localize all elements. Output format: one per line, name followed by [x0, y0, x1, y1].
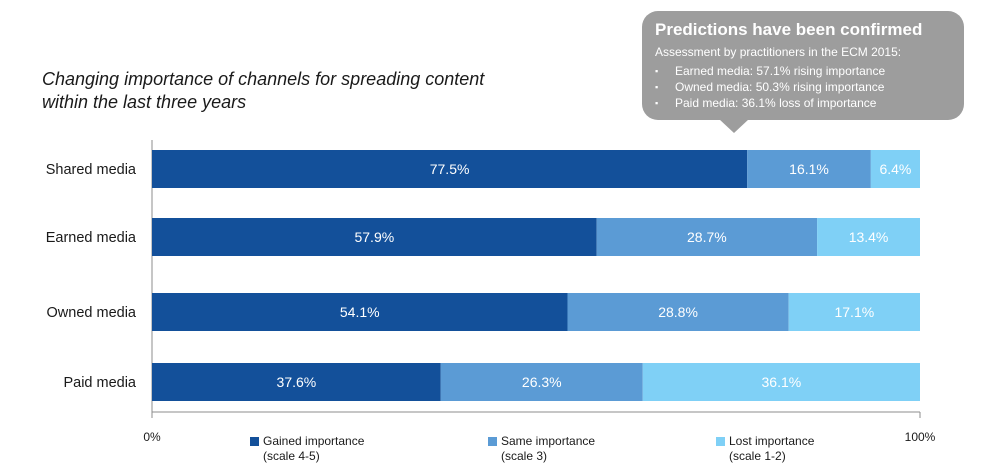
bar-lost: [642, 363, 920, 401]
callout-item-text: Paid media: 36.1% loss of importance: [675, 96, 877, 110]
callout-item: ▪ Owned media: 50.3% rising importance: [655, 79, 885, 95]
legend-detail-gained: (scale 4-5): [263, 449, 320, 463]
bar-lost: [870, 150, 920, 188]
bullet-icon: ▪: [655, 98, 659, 108]
legend-item-same: Same importance (scale 3): [488, 434, 595, 464]
bar-same: [567, 293, 789, 331]
data-label-same: 26.3%: [522, 374, 562, 390]
callout-list: ▪ Earned media: 57.1% rising importance ▪…: [655, 63, 885, 111]
legend-swatch-same: [488, 437, 497, 446]
legend-swatch-lost: [716, 437, 725, 446]
category-label: Shared media: [46, 162, 137, 178]
bar-gained: [152, 363, 441, 401]
callout-heading: Predictions have been confirmed: [655, 20, 923, 39]
bar-gained: [152, 150, 748, 188]
bar-lost: [817, 218, 920, 256]
category-label: Earned media: [46, 230, 137, 246]
data-label-same: 28.7%: [687, 229, 727, 245]
callout-box: Predictions have been confirmed Assessme…: [642, 11, 964, 120]
data-label-lost: 6.4%: [879, 161, 911, 177]
bar-gained: [152, 293, 568, 331]
legend-label-same: Same importance: [501, 434, 596, 448]
legend-item-gained: Gained importance (scale 4-5): [250, 434, 364, 464]
x-tick-label-end: 100%: [905, 430, 936, 444]
data-label-gained: 37.6%: [277, 374, 317, 390]
chart-title-line-2: within the last three years: [42, 92, 247, 112]
bullet-icon: ▪: [655, 66, 659, 76]
legend-detail-lost: (scale 1-2): [729, 449, 786, 463]
chart-title: Changing importance of channels for spre…: [42, 68, 562, 114]
category-label: Owned media: [47, 305, 137, 321]
data-label-lost: 13.4%: [849, 229, 889, 245]
callout-item: ▪ Earned media: 57.1% rising importance: [655, 63, 885, 79]
data-label-lost: 17.1%: [834, 304, 874, 320]
bar-gained: [152, 218, 597, 256]
callout-item-text: Earned media: 57.1% rising importance: [675, 64, 886, 78]
data-label-lost: 36.1%: [762, 374, 802, 390]
legend-swatch-gained: [250, 437, 259, 446]
callout-subheading: Assessment by practitioners in the ECM 2…: [655, 45, 902, 59]
x-tick-label-start: 0%: [143, 430, 161, 444]
data-label-same: 28.8%: [658, 304, 698, 320]
bullet-icon: ▪: [655, 82, 659, 92]
callout-item-text: Owned media: 50.3% rising importance: [675, 80, 885, 94]
bar-same: [440, 363, 643, 401]
callout-pointer: [719, 119, 749, 133]
chart-title-line-1: Changing importance of channels for spre…: [42, 69, 485, 89]
bar-lost: [788, 293, 920, 331]
callout-item: ▪ Paid media: 36.1% loss of importance: [655, 95, 885, 111]
bar-same: [596, 218, 818, 256]
category-label: Paid media: [63, 375, 136, 391]
legend-item-lost: Lost importance (scale 1-2): [716, 434, 814, 464]
legend-label-lost: Lost importance: [729, 434, 815, 448]
data-label-gained: 77.5%: [430, 161, 470, 177]
legend-label-gained: Gained importance: [263, 434, 365, 448]
data-label-same: 16.1%: [789, 161, 829, 177]
bar-same: [747, 150, 871, 188]
legend-detail-same: (scale 3): [501, 449, 548, 463]
data-label-gained: 54.1%: [340, 304, 380, 320]
data-label-gained: 57.9%: [354, 229, 394, 245]
